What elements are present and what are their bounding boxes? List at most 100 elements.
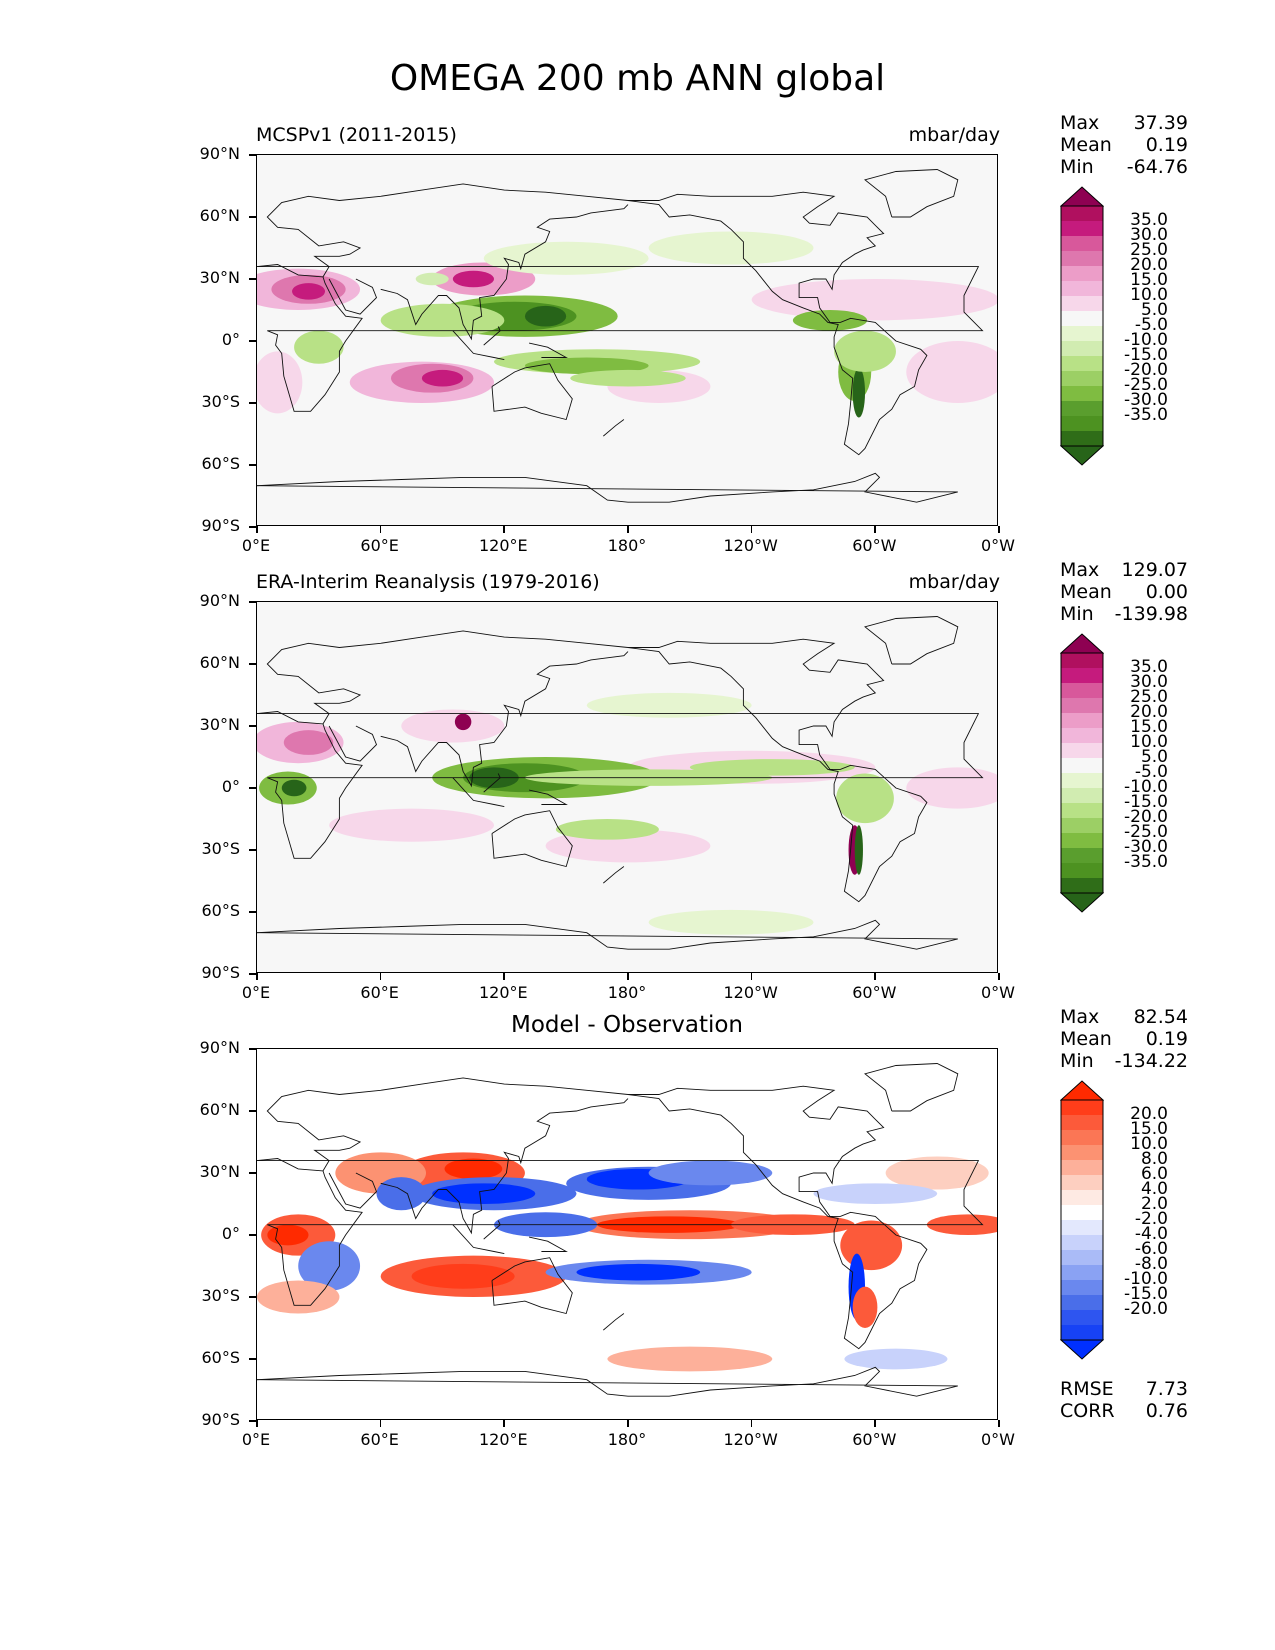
colorbar-tick-label: -5.0: [1134, 315, 1168, 335]
map-plot-area: [256, 601, 998, 973]
x-tick-label: 0°E: [241, 983, 271, 1002]
x-tick-label: 0°E: [241, 1430, 271, 1449]
map-panel-1: MCSPv1 (2011-2015) mbar/day 90°N 60°N 30°N 0°…: [0, 112, 1275, 588]
x-tick-label: 180°: [607, 983, 647, 1002]
map-svg: [257, 155, 997, 525]
colorbar-tick-label: -25.0: [1124, 375, 1168, 395]
x-tick-label: 120°E: [479, 983, 528, 1002]
colorbar-segment: [1061, 326, 1103, 342]
x-tick-label: 0°W: [981, 983, 1015, 1002]
x-tick-mark: [503, 1420, 505, 1427]
contour-fill: [376, 1177, 427, 1211]
colorbar-segment: [1061, 401, 1103, 417]
contour-fill: [813, 1183, 938, 1204]
colorbar-tick-label: 10.0: [1130, 1134, 1168, 1154]
colorbar-tick-label: 15.0: [1130, 1119, 1168, 1139]
colorbar-tick-label: 35.0: [1130, 657, 1168, 677]
coastline: [257, 1160, 984, 1306]
contour-fill: [257, 1280, 340, 1314]
colorbar-segment: [1061, 236, 1103, 252]
y-tick-mark: [249, 464, 256, 466]
contour-fill: [283, 730, 334, 755]
colorbar-segment: [1061, 1205, 1103, 1221]
stat-row: Mean 0.00: [1060, 581, 1188, 603]
colorbar-segment: [1061, 1130, 1103, 1146]
colorbar-tick-label: 20.0: [1130, 255, 1168, 275]
contour-fill: [607, 1346, 773, 1372]
contour-fill: [648, 909, 814, 935]
colorbar-segment: [1061, 788, 1103, 804]
panel-title: Model - Observation: [510, 1012, 744, 1038]
y-tick-label: 60°N: [199, 206, 240, 225]
coastline: [257, 630, 629, 725]
colorbar-extend-bottom: [1060, 445, 1104, 466]
stat-label: Max: [1060, 559, 1100, 581]
stat-label: Min: [1060, 156, 1094, 178]
colorbar: [1060, 633, 1104, 913]
x-tick-label: 120°E: [479, 536, 528, 555]
stat-value: 0.19: [1145, 1028, 1188, 1050]
contour-fill: [648, 231, 814, 265]
y-tick-label: 30°N: [199, 268, 240, 287]
stat-row: CORR 0.76: [1060, 1400, 1188, 1422]
stat-row: RMSE 7.73: [1060, 1378, 1188, 1400]
colorbar-frame: [1060, 205, 1104, 447]
colorbar-tick-label: 30.0: [1130, 225, 1168, 245]
y-tick-mark: [249, 911, 256, 913]
colorbar-segment: [1061, 698, 1103, 714]
x-tick-label: 180°: [607, 1430, 647, 1449]
contour-fill: [454, 713, 472, 731]
colorbar-segment: [1061, 251, 1103, 267]
colorbar-frame: [1060, 1099, 1104, 1341]
y-tick-mark: [249, 1420, 256, 1422]
colorbar-tick-label: -20.0: [1124, 360, 1168, 380]
coastline: [257, 1366, 958, 1397]
colorbar-segment: [1061, 266, 1103, 282]
coastline: [452, 1224, 505, 1255]
colorbar-tick-label: 30.0: [1130, 672, 1168, 692]
coastline: [257, 1370, 629, 1397]
colorbar-tick-label: -10.0: [1124, 777, 1168, 797]
colorbar-extend-bottom: [1060, 1339, 1104, 1360]
coastline: [328, 278, 378, 315]
colorbar: [1060, 186, 1104, 466]
y-tick-label: 90°N: [199, 144, 240, 163]
colorbar-tick-label: 25.0: [1130, 240, 1168, 260]
stat-value: 82.54: [1133, 1006, 1188, 1028]
coastline: [257, 919, 958, 950]
y-tick-mark: [249, 1296, 256, 1298]
coastline: [483, 773, 501, 793]
stat-label: Min: [1060, 603, 1094, 625]
contour-fill: [885, 1156, 989, 1190]
contour-fill: [906, 341, 997, 403]
figure-title: OMEGA 200 mb ANN global: [389, 58, 886, 99]
colorbar-segment: [1061, 713, 1103, 729]
coastline: [491, 363, 573, 421]
colorbar-segment: [1061, 878, 1103, 894]
coastline: [491, 810, 573, 868]
stat-label: Max: [1060, 112, 1100, 134]
y-tick-mark: [249, 601, 256, 603]
y-tick-mark: [249, 1110, 256, 1112]
error-stats-box: RMSE 7.73 CORR 0.76: [1060, 1378, 1188, 1422]
map-plot-area: [256, 154, 998, 526]
map-panel-3: Model - Observation 90°N 60°N 30°N 0° 30°S 60°…: [0, 1006, 1275, 1482]
y-tick-label: 30°S: [201, 839, 240, 858]
colorbar-segment: [1061, 743, 1103, 759]
coastline: [603, 866, 625, 884]
y-tick-label: 90°S: [201, 1410, 240, 1429]
coastline: [483, 1220, 501, 1240]
colorbar-segment: [1061, 773, 1103, 789]
coastline: [491, 1257, 573, 1315]
colorbar-segment: [1061, 356, 1103, 372]
x-tick-mark: [750, 1420, 753, 1427]
x-tick-mark: [998, 973, 1000, 980]
colorbar-segment: [1061, 1115, 1103, 1131]
colorbar-segment: [1061, 1175, 1103, 1191]
coastline: [380, 651, 629, 788]
colorbar-segment: [1061, 1145, 1103, 1161]
contour-fill: [380, 303, 505, 337]
colorbar-tick-label: -2.0: [1134, 1209, 1168, 1229]
y-tick-mark: [249, 526, 256, 528]
coastline: [452, 777, 505, 808]
